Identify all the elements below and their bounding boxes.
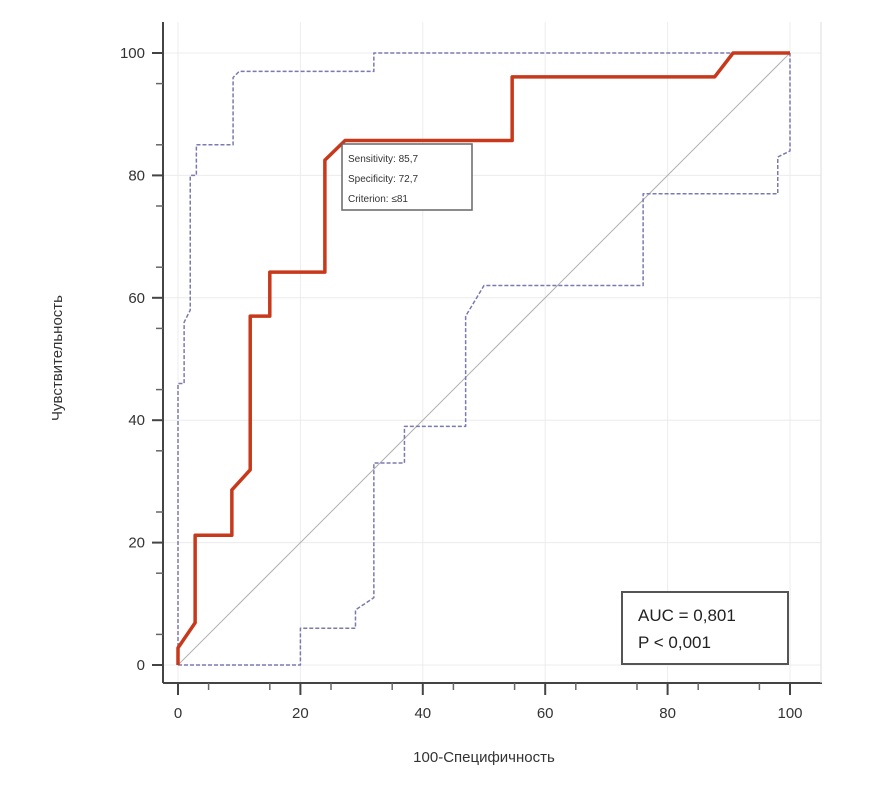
y-tick-label: 80 <box>128 167 145 184</box>
annotation-sensitivity: Sensitivity: 85,7 <box>348 154 418 165</box>
annotation-specificity: Specificity: 72,7 <box>348 174 418 185</box>
x-tick-label: 80 <box>659 705 676 722</box>
y-axis-label: Чувствительность <box>49 295 66 421</box>
x-tick-label: 60 <box>537 705 554 722</box>
lower-ci-curve <box>178 53 791 666</box>
y-tick-label: 40 <box>128 412 145 429</box>
y-tick-label: 60 <box>128 290 145 307</box>
upper-ci-curve <box>177 52 790 665</box>
auc-value: AUC = 0,801 <box>638 606 736 625</box>
y-tick-label: 20 <box>128 535 145 552</box>
y-tick-label: 100 <box>120 45 145 62</box>
ticks: 0 20 40 60 80 100 0 20 40 60 80 100 <box>120 45 803 722</box>
annotation-criterion: Criterion: ≤81 <box>348 194 408 205</box>
p-value: P < 0,001 <box>638 633 711 652</box>
x-axis-label: 100-Специфичность <box>413 749 555 766</box>
sens-spec-annotation: Sensitivity: 85,7 Specificity: 72,7 Crit… <box>341 143 473 211</box>
x-tick-label: 40 <box>414 705 431 722</box>
auc-box: AUC = 0,801 P < 0,001 <box>621 591 789 665</box>
x-tick-label: 20 <box>292 705 309 722</box>
x-tick-label: 0 <box>174 705 182 722</box>
reference-curve <box>177 52 791 666</box>
roc-curve <box>176 51 790 665</box>
x-tick-label: 100 <box>777 705 802 722</box>
series <box>176 51 791 666</box>
y-tick-label: 0 <box>137 657 145 674</box>
